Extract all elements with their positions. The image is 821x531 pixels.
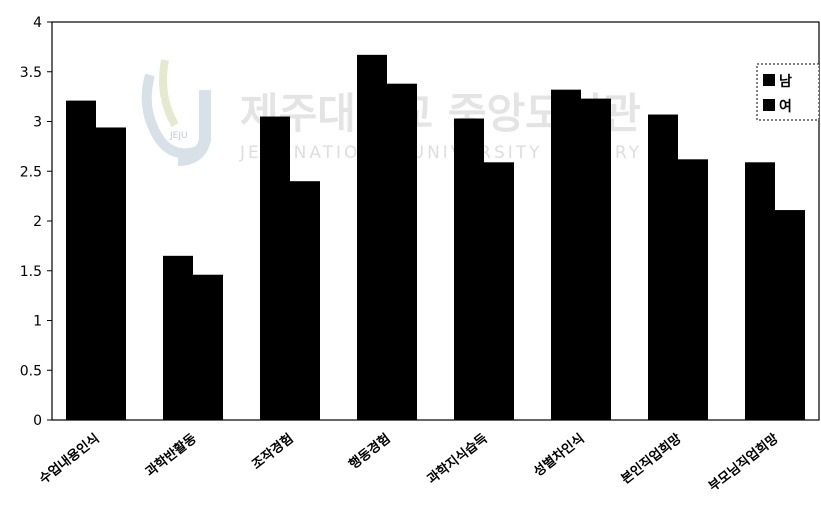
bar-male [648, 114, 678, 420]
bar-series [66, 54, 805, 421]
bar-male [551, 89, 581, 420]
y-tick-label: 4 [33, 15, 42, 31]
x-category-label: 과학반활동 [142, 431, 199, 480]
y-axis: 0 0.5 1 1.5 2 2.5 3 3.5 4 [20, 15, 52, 429]
legend-swatch-male [763, 74, 775, 86]
y-tick-label: 2.5 [20, 164, 42, 180]
bar-female [193, 274, 223, 420]
bar-female [678, 159, 708, 420]
bar-male [260, 116, 290, 421]
y-tick-label: 1.5 [20, 264, 42, 280]
y-tick-label: 3.5 [20, 65, 42, 81]
watermark-english-text: JEJU NATIONAL UNIVERSITY LIBRARY [239, 143, 642, 163]
bar-female [387, 83, 417, 420]
y-tick-label: 0 [33, 413, 42, 429]
x-category-label: 행동경험 [346, 431, 394, 473]
legend-label-female: 여 [779, 98, 792, 115]
bar-female [96, 127, 126, 420]
legend: 남 여 [756, 63, 820, 121]
x-category-label: 조작경험 [249, 431, 297, 473]
x-category-label: 본인직업희망 [618, 431, 684, 488]
bar-female [290, 181, 320, 420]
bar-female [775, 210, 805, 420]
legend-swatch-female [763, 99, 775, 111]
bar-male [163, 255, 193, 420]
bar-male [66, 100, 96, 420]
bar-male [357, 54, 387, 421]
x-category-label: 성별차인식 [530, 431, 587, 480]
x-axis-labels: 수업내용인식 과학반활동 조작경험 행동경험 과학지식습득 성별차인식 본인직업희망 부모님직… [36, 431, 781, 495]
bar-male [745, 162, 775, 421]
university-logo: JEJU [141, 59, 211, 166]
x-category-label: 과학지식습득 [424, 431, 490, 488]
y-tick-label: 0.5 [20, 363, 42, 379]
x-category-label: 수업내용인식 [36, 431, 102, 488]
y-tick-label: 1 [33, 314, 42, 330]
bar-female [581, 98, 611, 421]
y-tick-label: 2 [33, 214, 42, 230]
y-tick-label: 3 [33, 115, 42, 131]
x-category-label: 부모님직업희망 [706, 431, 782, 495]
bar-female [484, 162, 514, 421]
legend-label-male: 남 [779, 73, 792, 90]
logo-text: JEJU [169, 131, 188, 141]
bar-male [454, 118, 484, 420]
